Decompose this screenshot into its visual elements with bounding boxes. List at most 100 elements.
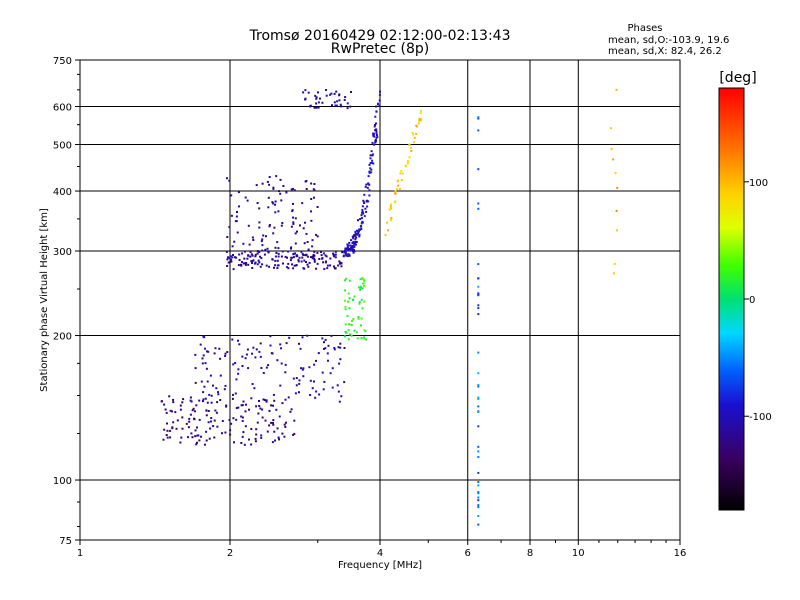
data-point [309, 105, 312, 108]
data-point [277, 264, 280, 267]
data-point [362, 278, 365, 281]
data-point [302, 367, 305, 370]
data-point [310, 210, 312, 213]
data-point [363, 215, 366, 218]
y-tick-label: 600 [53, 103, 72, 114]
data-point [340, 265, 343, 268]
data-point [363, 337, 366, 340]
data-point [251, 383, 254, 385]
x-tick-label: 6 [465, 548, 471, 559]
data-point [314, 396, 317, 399]
data-point [374, 141, 377, 144]
data-point [246, 257, 249, 260]
data-point [248, 438, 250, 441]
chart-subtitle: RwPretec (8p) [331, 41, 429, 57]
data-point [283, 435, 286, 438]
data-point [353, 234, 356, 236]
data-point [411, 131, 414, 134]
data-point [293, 252, 296, 255]
data-point [293, 432, 296, 435]
data-point [265, 235, 267, 238]
data-point [298, 379, 301, 382]
data-point [477, 168, 480, 171]
data-point [317, 352, 320, 355]
data-point [262, 234, 265, 237]
data-point [226, 265, 229, 267]
data-point [313, 250, 316, 253]
data-point [227, 261, 230, 264]
data-point [343, 335, 346, 338]
data-point [410, 150, 413, 152]
data-point [352, 318, 355, 320]
data-point [339, 103, 342, 106]
data-point [348, 279, 351, 282]
data-point [370, 168, 373, 171]
data-point [241, 252, 244, 255]
data-point [275, 408, 278, 411]
data-point [359, 285, 362, 288]
data-point [477, 456, 480, 458]
data-point [172, 398, 175, 401]
data-point [267, 206, 270, 209]
data-point [292, 187, 294, 190]
data-point [234, 362, 237, 364]
y-tick-label: 75 [59, 536, 72, 547]
data-point [194, 353, 197, 356]
data-point [219, 399, 222, 401]
data-point [366, 186, 369, 189]
data-point [418, 120, 421, 122]
data-point [477, 307, 480, 310]
data-point [207, 350, 210, 353]
data-point [374, 115, 377, 118]
data-point [477, 523, 480, 526]
data-point [350, 334, 353, 337]
data-point [210, 394, 213, 397]
colorbar-label: [deg] [719, 70, 756, 86]
data-point [323, 347, 325, 350]
data-point [172, 421, 175, 424]
data-point [303, 259, 306, 262]
data-point [614, 172, 617, 175]
data-point [250, 397, 253, 400]
data-point [273, 266, 275, 269]
data-point [258, 405, 261, 407]
data-point [609, 127, 612, 130]
data-point [376, 134, 378, 137]
data-point [354, 243, 357, 246]
data-point [163, 428, 166, 431]
data-point [255, 428, 258, 431]
data-point [251, 260, 254, 262]
data-point [201, 362, 204, 365]
data-point [219, 374, 222, 377]
data-point [361, 211, 363, 214]
data-point [320, 254, 323, 257]
data-point [309, 256, 312, 259]
data-point [266, 180, 269, 183]
data-point [234, 220, 237, 223]
data-point [346, 107, 349, 110]
data-point [276, 359, 279, 362]
data-point [269, 344, 272, 347]
data-point [250, 260, 253, 263]
data-point [292, 202, 294, 205]
data-point [361, 208, 364, 211]
data-point [259, 265, 262, 268]
data-point [232, 363, 235, 366]
y-tick-label: 400 [53, 187, 72, 198]
data-point [299, 347, 302, 350]
data-point [338, 94, 341, 97]
data-point [397, 179, 400, 182]
data-point [321, 257, 324, 260]
data-point [279, 192, 282, 195]
data-point [357, 219, 359, 222]
data-point [360, 214, 363, 217]
data-point [347, 249, 350, 252]
data-point [235, 215, 238, 218]
data-point [346, 243, 349, 246]
data-point [322, 261, 325, 264]
data-point [334, 267, 337, 270]
data-point [610, 148, 613, 151]
data-point [347, 300, 350, 303]
data-point [172, 401, 175, 404]
data-point [417, 122, 420, 125]
